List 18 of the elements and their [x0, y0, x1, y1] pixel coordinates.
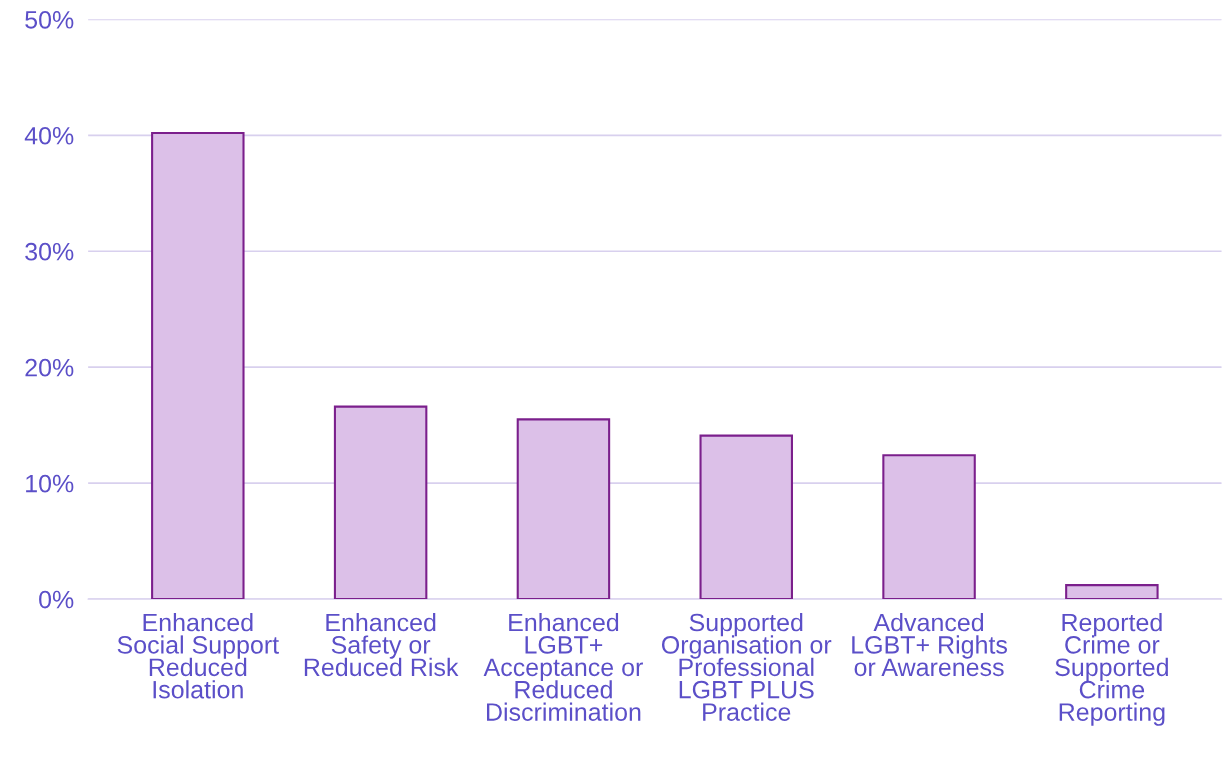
y-tick-label: 0%	[39, 590, 74, 609]
x-tick-label: Enhanced Safety or Reduced Risk	[304, 612, 459, 677]
y-tick-label: 10%	[26, 474, 74, 493]
x-tick-label: Reported Crime or Supported Crime Reporting	[1055, 612, 1168, 726]
bar	[1065, 584, 1159, 600]
x-tick-label: Advanced LGBT+ Rights or Awareness	[852, 612, 1008, 677]
y-tick-label: 30%	[25, 242, 74, 261]
x-tick-label: Supported Organisation or Professional LGBT PLUS Practice	[661, 612, 832, 721]
y-tick-label: 20%	[25, 358, 74, 377]
x-tick-label: Enhanced Social Support Reduced Isolation	[117, 612, 279, 699]
x-tick-label: Enhanced LGBT+ Acceptance or Reduced Discrimination	[483, 612, 643, 721]
bar	[699, 434, 793, 600]
bar	[333, 405, 428, 600]
bar	[516, 418, 611, 600]
bar	[151, 131, 245, 600]
y-tick-label: 40%	[24, 126, 74, 145]
y-tick-label: 50%	[25, 10, 74, 29]
bar	[882, 454, 976, 600]
